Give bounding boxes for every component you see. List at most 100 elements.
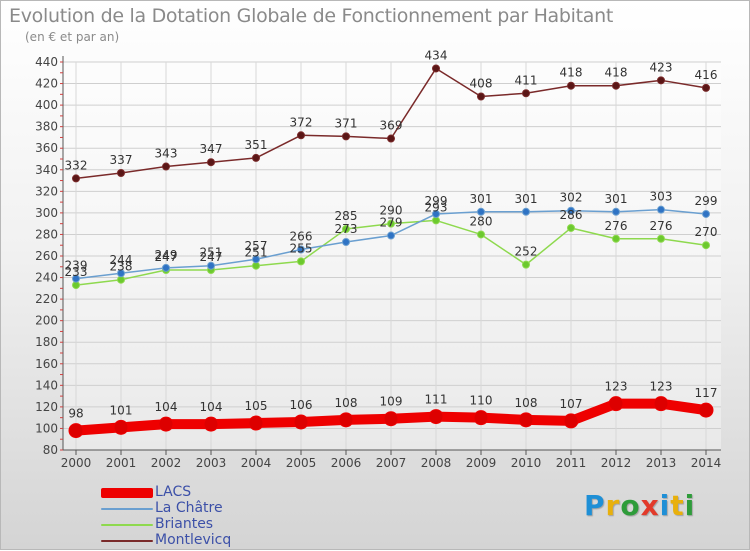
- proxiti-logo-letter: r: [605, 489, 621, 522]
- legend-item-lacs: LACS: [101, 484, 301, 501]
- data-label-briantes: 276: [650, 219, 673, 233]
- data-label-briantes: 276: [605, 219, 628, 233]
- data-point-la-ch-tre: [117, 269, 125, 278]
- data-point-briantes: [387, 219, 395, 228]
- data-point-lacs: [608, 396, 624, 412]
- data-point-la-ch-tre: [657, 205, 665, 214]
- x-tick-label: 2014: [691, 456, 722, 470]
- data-point-montlevicq: [117, 169, 125, 178]
- x-tick-label: 2009: [466, 456, 497, 470]
- data-label-la-ch-tre: 301: [515, 192, 538, 206]
- data-label-montlevicq: 369: [380, 119, 403, 133]
- data-label-lacs: 104: [200, 400, 223, 414]
- x-tick-label: 2003: [196, 456, 227, 470]
- y-tick-label: 320: [35, 184, 58, 198]
- data-label-briantes: 251: [245, 246, 268, 260]
- data-label-briantes: 247: [155, 250, 178, 264]
- data-label-montlevicq: 351: [245, 138, 268, 152]
- data-point-la-ch-tre: [567, 206, 575, 215]
- legend-label-briantes: Briantes: [155, 516, 214, 532]
- data-label-la-ch-tre: 244: [110, 253, 133, 267]
- data-point-briantes: [657, 234, 665, 243]
- proxiti-logo-letter: o: [620, 489, 641, 522]
- y-tick-label: 300: [35, 206, 58, 220]
- data-label-la-ch-tre: 249: [155, 248, 178, 262]
- data-label-la-ch-tre: 301: [470, 192, 493, 206]
- legend-swatch-lacs: [101, 488, 153, 498]
- data-point-la-ch-tre: [612, 207, 620, 216]
- data-point-la-ch-tre: [702, 209, 710, 218]
- data-label-montlevicq: 337: [110, 153, 133, 167]
- x-tick-label: 2010: [511, 456, 542, 470]
- data-point-la-ch-tre: [252, 255, 260, 264]
- data-point-lacs: [518, 412, 534, 428]
- legend-item-la-chatre: La Châtre: [101, 500, 301, 517]
- legend-item-briantes: Briantes: [101, 516, 301, 533]
- data-point-briantes: [297, 257, 305, 266]
- data-point-montlevicq: [567, 81, 575, 90]
- data-label-briantes: 252: [515, 245, 538, 259]
- chart-title: Evolution de la Dotation Globale de Fonc…: [9, 5, 614, 27]
- data-label-montlevicq: 332: [65, 158, 88, 172]
- data-point-la-ch-tre: [297, 245, 305, 254]
- data-point-briantes: [117, 275, 125, 284]
- proxiti-logo-letter: i: [659, 489, 671, 522]
- data-label-briantes: 233: [65, 265, 88, 279]
- data-label-la-ch-tre: 299: [425, 194, 448, 208]
- x-tick-label: 2001: [106, 456, 137, 470]
- data-label-la-ch-tre: 251: [200, 246, 223, 260]
- data-point-lacs: [383, 411, 399, 427]
- data-point-la-ch-tre: [162, 263, 170, 272]
- data-label-montlevicq: 347: [200, 142, 223, 156]
- data-point-lacs: [653, 396, 669, 412]
- data-label-briantes: 247: [200, 250, 223, 264]
- data-label-briantes: 280: [470, 214, 493, 228]
- x-tick-label: 2008: [421, 456, 452, 470]
- data-point-briantes: [702, 241, 710, 250]
- y-tick-label: 260: [35, 249, 58, 263]
- data-label-briantes: 290: [380, 204, 403, 218]
- data-point-lacs: [203, 416, 219, 432]
- data-label-la-ch-tre: 303: [650, 190, 673, 204]
- data-label-briantes: 270: [695, 225, 718, 239]
- y-tick-label: 160: [35, 357, 58, 371]
- data-label-montlevicq: 418: [560, 66, 583, 80]
- data-label-lacs: 98: [68, 407, 83, 421]
- data-point-montlevicq: [342, 132, 350, 141]
- data-point-montlevicq: [252, 153, 260, 162]
- y-tick-label: 180: [35, 335, 58, 349]
- data-label-montlevicq: 408: [470, 76, 493, 90]
- data-label-briantes: 238: [110, 260, 133, 274]
- data-point-lacs: [248, 415, 264, 431]
- data-label-lacs: 106: [290, 398, 313, 412]
- data-label-montlevicq: 418: [605, 66, 628, 80]
- data-point-montlevicq: [72, 174, 80, 183]
- data-point-lacs: [698, 402, 714, 418]
- proxiti-logo-letter: i: [684, 489, 696, 522]
- y-tick-label: 440: [35, 55, 58, 69]
- x-tick-label: 2011: [556, 456, 587, 470]
- data-point-lacs: [293, 414, 309, 430]
- legend-label-la-chatre: La Châtre: [155, 500, 223, 516]
- proxiti-logo: Proxiti: [584, 489, 695, 522]
- data-point-montlevicq: [477, 92, 485, 101]
- data-point-briantes: [522, 260, 530, 269]
- data-point-lacs: [473, 410, 489, 426]
- data-point-montlevicq: [297, 131, 305, 140]
- data-point-briantes: [252, 261, 260, 270]
- data-label-lacs: 123: [650, 380, 673, 394]
- y-tick-label: 220: [35, 292, 58, 306]
- data-label-briantes: 285: [335, 209, 358, 223]
- legend-swatch-montlevicq: [101, 540, 153, 542]
- proxiti-logo-letter: t: [670, 489, 685, 522]
- data-label-lacs: 111: [425, 393, 448, 407]
- data-point-montlevicq: [657, 76, 665, 85]
- data-point-briantes: [342, 225, 350, 234]
- proxiti-logo-letter: P: [584, 489, 606, 522]
- data-point-briantes: [432, 216, 440, 225]
- data-point-briantes: [72, 281, 80, 290]
- y-tick-label: 420: [35, 77, 58, 91]
- x-tick-label: 2000: [61, 456, 92, 470]
- data-label-la-ch-tre: 299: [695, 194, 718, 208]
